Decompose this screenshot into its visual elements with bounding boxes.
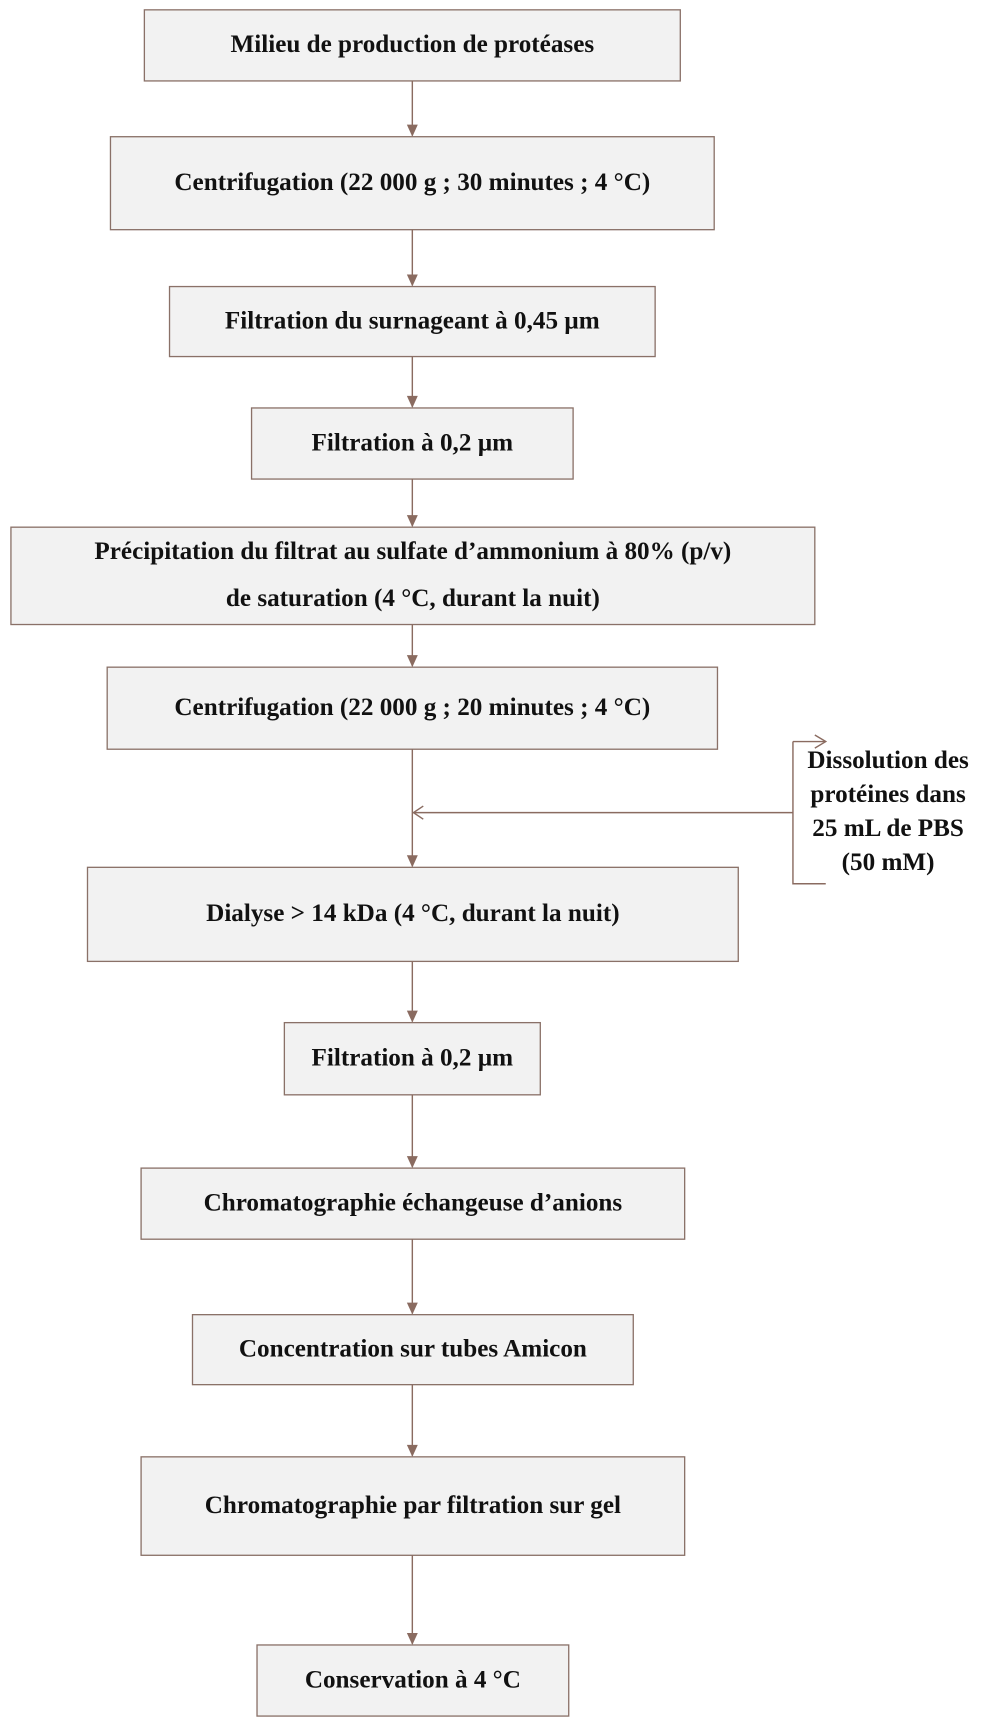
flow-arrowhead	[406, 1302, 418, 1315]
side-arrowhead	[412, 805, 424, 820]
step-box	[143, 9, 681, 82]
bracket-arrowhead	[814, 734, 828, 749]
step-box	[140, 1456, 686, 1556]
step-box	[191, 1314, 634, 1386]
flow-arrowhead	[406, 124, 418, 137]
step-label: Dialyse > 14 kDa (4 °C, durant la nuit)	[206, 900, 619, 927]
step-label: Filtration à 0,2 µm	[312, 429, 514, 456]
side-note-label: Dissolution des	[807, 747, 969, 774]
step-label: Centrifugation (22 000 g ; 30 minutes ; …	[174, 169, 650, 196]
step-label: Filtration à 0,2 µm	[312, 1045, 514, 1072]
step-label: Filtration du surnageant à 0,45 µm	[225, 307, 600, 334]
step-label: Chromatographie échangeuse d’anions	[204, 1190, 623, 1217]
flow-arrowhead	[406, 855, 418, 868]
side-bracket	[792, 740, 826, 885]
step-box	[109, 136, 715, 231]
flow-arrowhead	[406, 274, 418, 287]
flow-arrowhead	[406, 655, 418, 668]
side-note-label: 25 mL de PBS	[812, 815, 964, 842]
flow-arrowhead	[406, 1156, 418, 1169]
step-box	[168, 285, 656, 358]
side-note-label: (50 mM)	[842, 849, 935, 876]
flow-arrowhead	[406, 1444, 418, 1457]
step-label: Concentration sur tubes Amicon	[239, 1336, 587, 1363]
step-label: Précipitation du filtrat au sulfate d’am…	[94, 538, 731, 565]
flow-arrowhead	[406, 1632, 418, 1645]
step-label: Milieu de production de protéases	[231, 31, 595, 58]
flow-arrowhead	[406, 515, 418, 528]
step-label: Centrifugation (22 000 g ; 20 minutes ; …	[174, 694, 650, 721]
step-box	[140, 1167, 686, 1240]
step-box	[256, 1644, 570, 1717]
step-box	[250, 407, 574, 480]
step-label: de saturation (4 °C, durant la nuit)	[226, 585, 600, 612]
step-box	[283, 1021, 541, 1096]
step-label: Chromatographie par filtration sur gel	[205, 1492, 621, 1519]
flow-arrowhead	[406, 1010, 418, 1023]
step-box	[86, 866, 739, 963]
step-label: Conservation à 4 °C	[305, 1666, 521, 1693]
step-box	[106, 666, 719, 750]
flow-arrowhead	[406, 395, 418, 408]
side-note-label: protéines dans	[810, 781, 966, 808]
